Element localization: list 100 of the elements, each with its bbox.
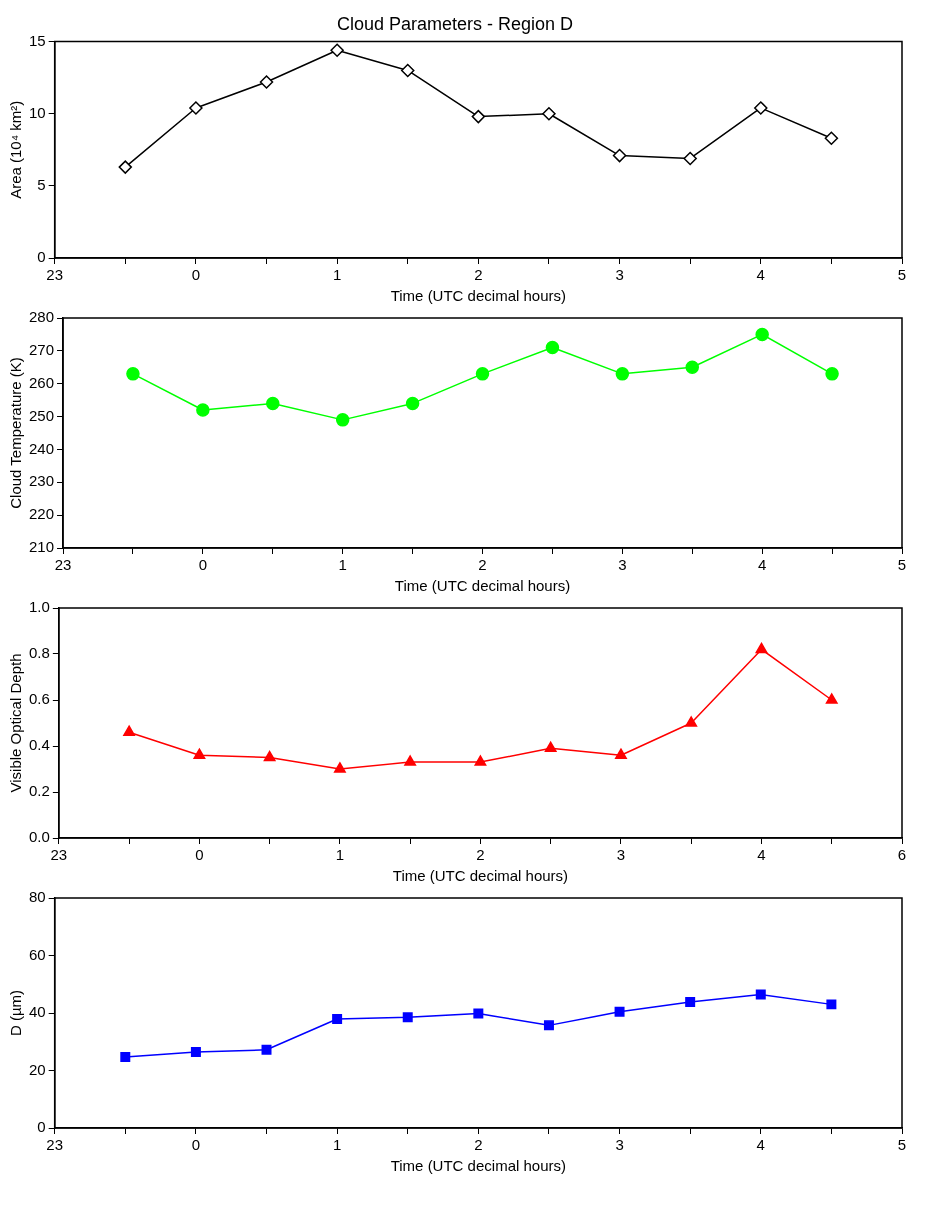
y-axis-title: Visible Optical Depth — [7, 653, 25, 793]
y-tick-label: 20 — [29, 1060, 46, 1078]
x-tick-label: 1 — [338, 556, 347, 574]
point — [543, 1020, 554, 1031]
point — [266, 396, 280, 411]
y-tick-label: 1.0 — [28, 598, 50, 616]
point — [330, 43, 344, 58]
point — [120, 1051, 131, 1062]
y-tick-label: 0.8 — [28, 644, 50, 662]
y-tick-label: 60 — [29, 945, 46, 963]
y-axis-title: Area (10⁴ km²) — [7, 100, 25, 199]
x-tick-label: 5 — [897, 266, 907, 284]
y-tick-label: 240 — [29, 439, 55, 457]
point — [193, 748, 206, 759]
y-tick-label: 80 — [29, 888, 46, 906]
y-tick-label: 0.6 — [28, 690, 50, 708]
point — [332, 1014, 343, 1025]
x-tick-label: 5 — [897, 556, 907, 574]
point — [614, 1006, 625, 1017]
x-tick-label: 1 — [332, 266, 342, 284]
x-tick-label: 0 — [191, 1136, 201, 1154]
y-tick-label: 280 — [29, 308, 55, 326]
point — [826, 999, 837, 1010]
y-tick-label: 0.0 — [28, 828, 50, 846]
x-axis-title: Time (UTC decimal hours) — [392, 867, 569, 885]
point — [615, 367, 630, 381]
point — [261, 1044, 272, 1055]
x-tick-label: 23 — [50, 846, 68, 864]
y-tick-label: 0.4 — [28, 736, 50, 754]
x-tick-label: 0 — [191, 266, 201, 284]
point — [474, 755, 487, 766]
y-axis-title: Cloud Temperature (K) — [7, 357, 25, 509]
y-tick-label: 260 — [29, 373, 55, 391]
y-tick-label: 5 — [37, 176, 46, 194]
x-tick-label: 3 — [616, 846, 626, 864]
x-tick-label: 2 — [474, 266, 483, 284]
point — [118, 160, 133, 174]
x-tick-label: 4 — [758, 556, 767, 574]
point — [259, 75, 274, 89]
y-tick-label: 270 — [29, 341, 55, 358]
x-tick-label: 4 — [757, 846, 766, 864]
point — [475, 367, 490, 381]
x-tick-label: 1 — [332, 1136, 342, 1154]
point — [612, 148, 627, 163]
x-tick-label: 23 — [54, 556, 72, 574]
x-tick-label: 6 — [897, 846, 907, 864]
x-tick-label: 23 — [46, 266, 64, 284]
y-axis-title: D (µm) — [7, 989, 25, 1037]
point — [685, 716, 698, 727]
x-axis-title: Time (UTC decimal hours) — [390, 1157, 566, 1175]
point — [335, 413, 350, 427]
x-axis-title: Time (UTC decimal hours) — [394, 577, 571, 595]
y-tick-label: 210 — [29, 538, 55, 556]
point — [471, 109, 486, 124]
x-tick-label: 3 — [615, 1136, 624, 1154]
x-tick-label: 23 — [46, 1136, 64, 1154]
point — [400, 63, 415, 78]
x-tick-label: 4 — [756, 1136, 765, 1154]
point — [755, 989, 766, 1000]
point — [683, 151, 697, 166]
point — [755, 642, 768, 654]
point — [615, 748, 627, 759]
x-tick-label: 4 — [756, 266, 765, 284]
point — [685, 360, 700, 375]
y-tick-label: 250 — [29, 406, 55, 424]
chart-title: Cloud Parameters - Region D — [336, 13, 574, 34]
point — [263, 750, 276, 762]
point — [473, 1008, 484, 1019]
point — [189, 101, 203, 115]
point — [402, 1012, 413, 1023]
x-tick-label: 2 — [478, 556, 487, 574]
point — [685, 997, 696, 1008]
point — [825, 367, 839, 381]
y-tick-label: 220 — [29, 505, 55, 523]
y-tick-label: 15 — [29, 31, 46, 49]
x-axis-title: Time (UTC decimal hours) — [390, 287, 566, 305]
y-tick-label: 40 — [29, 1003, 46, 1021]
y-tick-label: 0.2 — [28, 782, 50, 800]
point — [755, 327, 769, 342]
point — [190, 1047, 201, 1058]
y-tick-label: 0 — [37, 1118, 46, 1136]
x-tick-label: 5 — [897, 1136, 907, 1154]
y-tick-label: 230 — [29, 472, 55, 490]
point — [542, 106, 556, 121]
point — [544, 741, 557, 753]
x-tick-label: 0 — [195, 846, 204, 864]
y-tick-label: 0 — [37, 248, 46, 266]
point — [123, 725, 136, 736]
point — [405, 396, 420, 411]
x-tick-label: 3 — [618, 556, 627, 574]
point — [404, 755, 417, 766]
point — [754, 101, 768, 115]
point — [545, 340, 560, 355]
x-tick-label: 0 — [198, 556, 208, 574]
point — [333, 762, 346, 773]
point — [824, 131, 839, 146]
x-tick-label: 2 — [476, 846, 485, 864]
point — [825, 693, 838, 704]
x-tick-label: 2 — [474, 1136, 483, 1154]
x-tick-label: 3 — [615, 266, 624, 284]
